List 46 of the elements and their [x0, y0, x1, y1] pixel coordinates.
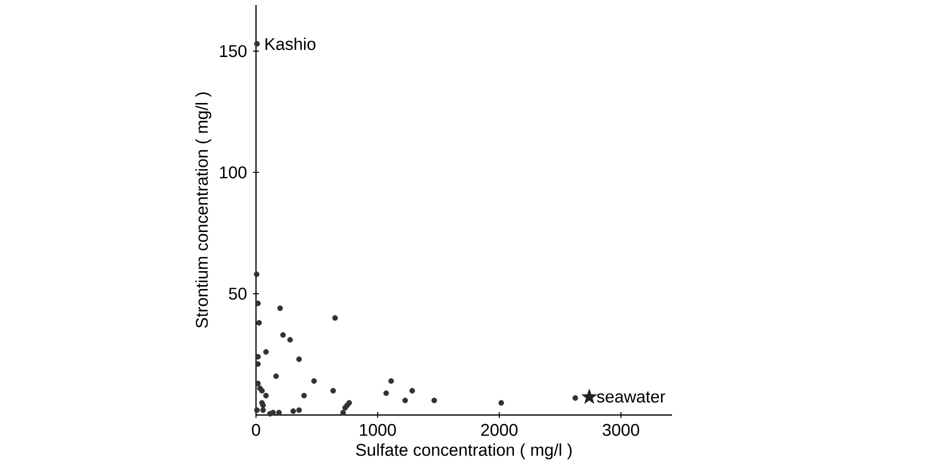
point	[383, 390, 389, 396]
point	[263, 349, 269, 355]
point	[409, 388, 415, 394]
point	[296, 407, 302, 413]
y-tick-label: 50	[228, 288, 246, 300]
point	[254, 407, 260, 413]
point	[256, 320, 262, 326]
y-tick-label: 150	[220, 45, 246, 58]
x-tick-label: 3000	[602, 424, 640, 436]
point	[346, 400, 352, 406]
point	[257, 386, 263, 392]
point	[330, 388, 336, 394]
point	[260, 407, 266, 413]
point	[280, 332, 286, 338]
point	[277, 305, 283, 312]
point	[388, 378, 394, 384]
point	[498, 400, 504, 406]
y-axis-title: Strontium concentration ( mg/l )	[195, 92, 212, 328]
point	[287, 336, 293, 343]
annotation: Kashio	[266, 38, 316, 50]
point	[311, 378, 317, 384]
point	[402, 398, 408, 404]
point	[273, 373, 279, 379]
point	[340, 410, 346, 416]
point	[255, 380, 261, 386]
y-tick-label: 100	[220, 166, 246, 178]
point	[254, 271, 260, 278]
point	[255, 354, 261, 360]
point	[267, 410, 273, 417]
point	[255, 361, 261, 367]
point	[263, 392, 269, 398]
point	[301, 392, 307, 398]
point	[581, 388, 598, 404]
point	[255, 300, 261, 306]
x-axis-title: Sulfate concentration ( mg/l )	[356, 443, 572, 460]
point	[276, 410, 282, 416]
point	[332, 315, 338, 321]
x-tick-label: 1000	[360, 424, 396, 436]
x-tick-label: 0	[252, 424, 260, 436]
point	[290, 408, 296, 414]
point	[296, 356, 302, 362]
point	[572, 395, 578, 401]
point	[431, 398, 438, 404]
x-tick-label: 2000	[481, 424, 518, 436]
point	[254, 41, 260, 47]
annotation: seawater	[596, 391, 666, 403]
